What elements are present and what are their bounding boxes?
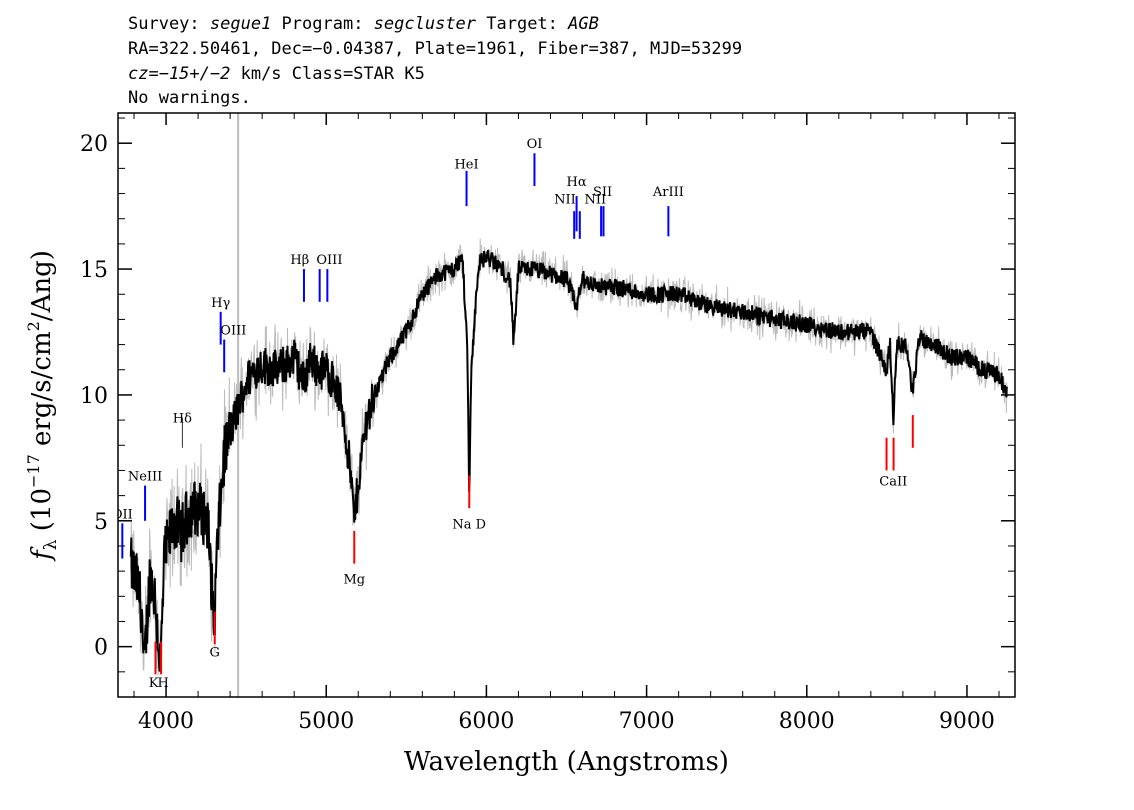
header-line-survey: Survey: segue1 Program: segcluster Targe… xyxy=(128,14,599,34)
header-part: segcluster xyxy=(374,14,477,34)
ylabel-close: /Ang) xyxy=(27,250,57,321)
line-label: Hδ xyxy=(173,412,192,427)
line-label: Na D xyxy=(452,517,486,532)
plot-frame xyxy=(117,112,1016,698)
header-part: segue1 xyxy=(210,14,271,34)
line-label: K xyxy=(149,676,159,691)
line-label: OII xyxy=(112,507,133,522)
x-tick-label: 5000 xyxy=(298,709,354,734)
header-line-warnings: No warnings. xyxy=(128,88,251,108)
ylabel-sq: 2 xyxy=(24,321,43,331)
line-label: H xyxy=(157,676,168,691)
ylabel-mid: erg/s/cm xyxy=(27,331,57,454)
spectrum-header: Survey: segue1 Program: segcluster Targe… xyxy=(128,14,742,108)
ylabel-exp: −17 xyxy=(24,454,43,488)
line-label: NII xyxy=(554,193,576,208)
spectral-line-markers: OII NeIII K H Hδ G Hγ OIII Hβ OIII Mg HeI Na D OI NII H… xyxy=(112,137,914,691)
line-label: NeIII xyxy=(128,470,162,485)
x-tick-label: 9000 xyxy=(939,709,995,734)
line-label: OIII xyxy=(220,324,246,339)
header-part: km/s Class=STAR K5 xyxy=(230,64,424,84)
axis-ticks: 4000 5000 6000 7000 8000 9000 0 5 10 15 20 xyxy=(80,113,1015,734)
header-part: cz=−15+/−2 xyxy=(128,64,230,84)
y-axis-label: fλ (10−17 erg/s/cm2/Ang) xyxy=(24,250,61,562)
x-tick-label: 7000 xyxy=(619,709,675,734)
y-tick-label: 0 xyxy=(94,636,108,661)
header-part: Target: xyxy=(476,14,568,34)
line-label: OIII xyxy=(316,253,342,268)
header-part: Survey: xyxy=(128,14,210,34)
ylabel-open: (10 xyxy=(27,488,57,540)
y-tick-label: 15 xyxy=(80,258,108,283)
plot-area: OII NeIII K H Hδ G Hγ OIII Hβ OIII Mg HeI Na D OI NII H… xyxy=(112,113,1008,697)
line-label: HeI xyxy=(454,157,478,172)
line-label: OI xyxy=(527,137,543,152)
line-label: Mg xyxy=(343,573,365,588)
line-label: ArIII xyxy=(652,185,684,200)
line-label: CaII xyxy=(879,475,907,490)
y-tick-label: 20 xyxy=(80,132,108,157)
header-line-redshift: cz=−15+/−2 km/s Class=STAR K5 xyxy=(128,64,425,84)
line-label: G xyxy=(210,646,220,661)
x-tick-label: 4000 xyxy=(138,709,194,734)
flux-error-line xyxy=(130,238,1008,676)
x-axis-label: Wavelength (Angstroms) xyxy=(404,747,729,777)
header-part: AGB xyxy=(567,14,599,34)
x-tick-label: 8000 xyxy=(779,709,835,734)
flux-series xyxy=(129,249,1008,672)
header-line-coordinates: RA=322.50461, Dec=−0.04387, Plate=1961, … xyxy=(128,39,742,59)
line-label: SII xyxy=(593,185,612,200)
ylabel-sub: λ xyxy=(41,539,61,550)
flux-error-band xyxy=(130,238,1008,676)
line-label: Hγ xyxy=(211,296,230,311)
line-label: Hα xyxy=(567,175,587,190)
line-label: NII xyxy=(585,193,607,208)
line-label: Hβ xyxy=(290,253,309,268)
y-tick-label: 5 xyxy=(94,510,108,535)
header-part: Program: xyxy=(271,14,373,34)
x-tick-label: 6000 xyxy=(458,709,514,734)
flux-line xyxy=(129,249,1008,672)
y-tick-label: 10 xyxy=(80,384,108,409)
